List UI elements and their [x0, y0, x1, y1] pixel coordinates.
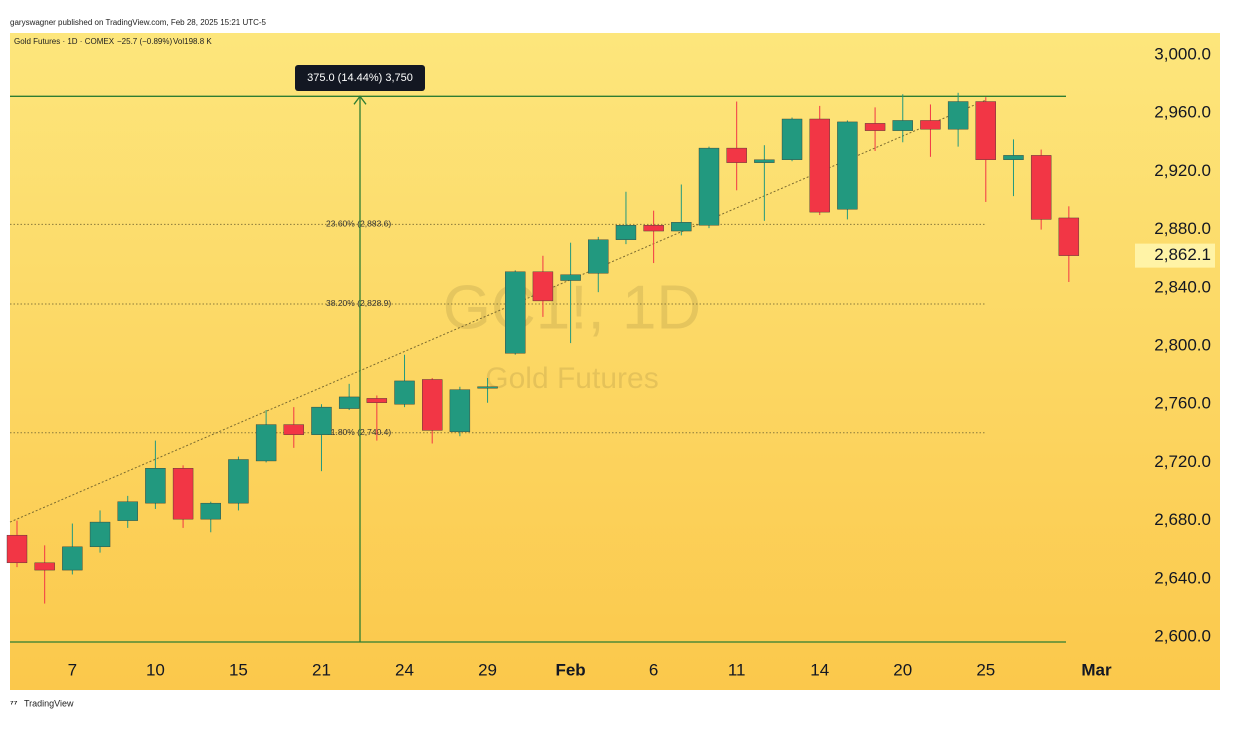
candle-body: [532, 271, 554, 302]
candle-body: [892, 120, 913, 131]
candle-body: [1058, 217, 1080, 256]
candle-body: [477, 386, 498, 389]
legend-change: −25.7 (−0.89%): [117, 37, 172, 46]
last-price-badge: [1135, 243, 1215, 268]
x-tick-label: 7: [68, 660, 77, 679]
x-tick-label: 10: [146, 660, 165, 679]
candle-body: [145, 468, 166, 504]
y-tick-label: 2,640.0: [1154, 568, 1211, 587]
x-tick-label: 24: [395, 660, 414, 679]
candle-body: [615, 225, 637, 240]
footer-logo: TradingView: [24, 698, 74, 708]
candle-body: [228, 459, 249, 504]
candle-body: [671, 222, 692, 232]
candle-body: [809, 118, 830, 213]
logo-icon: ⁷⁷: [10, 698, 18, 708]
x-tick-label: 20: [893, 660, 912, 679]
candle-body: [62, 546, 83, 571]
plot-background: [10, 33, 1220, 690]
y-tick-label: 2,800.0: [1154, 335, 1211, 354]
candle-body: [255, 424, 277, 462]
watermark-subtitle: Gold Futures: [485, 362, 658, 395]
candle-body: [1030, 155, 1052, 220]
candle-body: [311, 406, 332, 435]
measure-label: 375.0 (14.44%) 3,750: [307, 72, 413, 84]
candle-body: [422, 379, 443, 431]
x-tick-label: 21: [312, 660, 331, 679]
candle-body: [394, 380, 415, 405]
candle-body: [947, 101, 969, 130]
candle-body: [505, 271, 526, 354]
x-tick-label: Mar: [1081, 660, 1112, 679]
x-tick-label: 15: [229, 660, 248, 679]
candle-body: [781, 118, 803, 160]
y-tick-label: 2,760.0: [1154, 394, 1211, 413]
x-tick-label: 25: [976, 660, 995, 679]
candle-body: [975, 101, 996, 160]
x-tick-label: Feb: [555, 660, 585, 679]
legend-volume: Vol198.8 K: [173, 37, 212, 46]
y-tick-label: 3,000.0: [1154, 44, 1211, 63]
candle-body: [283, 424, 304, 435]
last-price-label: 2,862.1: [1154, 245, 1211, 264]
x-tick-label: 14: [810, 660, 829, 679]
attribution: garyswagner published on TradingView.com…: [10, 18, 267, 27]
fib-label: 61.80% (2,740.4): [326, 427, 391, 437]
y-tick-label: 2,960.0: [1154, 103, 1211, 122]
y-tick-label: 2,920.0: [1154, 161, 1211, 180]
y-tick-label: 2,720.0: [1154, 452, 1211, 471]
candle-body: [6, 534, 28, 564]
candle-body: [338, 396, 360, 409]
candle-body: [449, 389, 471, 433]
x-tick-label: 29: [478, 660, 497, 679]
candle-body: [366, 398, 388, 403]
y-tick-label: 2,840.0: [1154, 277, 1211, 296]
candle-body: [754, 159, 775, 163]
candle-body: [172, 468, 194, 520]
candle-body: [1003, 155, 1024, 160]
candle-body: [920, 120, 941, 130]
fib-label: 38.20% (2,828.9): [326, 298, 391, 308]
legend-symbol: Gold Futures · 1D · COMEX: [14, 37, 115, 46]
y-tick-label: 2,680.0: [1154, 510, 1211, 529]
candle-body: [560, 274, 581, 281]
measure-arrowhead: [353, 95, 367, 105]
candle-body: [726, 147, 747, 163]
x-tick-label: 6: [649, 660, 658, 679]
candle-body: [837, 121, 858, 210]
measure-box: [295, 65, 425, 91]
x-tick-label: 11: [728, 660, 746, 679]
candle-body: [89, 521, 111, 548]
y-tick-label: 2,880.0: [1154, 219, 1211, 238]
candle-body: [200, 502, 221, 520]
candle-body: [117, 501, 138, 521]
watermark: GC1!, 1D: [443, 273, 701, 342]
candle-body: [588, 239, 609, 274]
fib-label: 23.60% (2,883.6): [326, 219, 391, 229]
candle-body: [643, 225, 664, 232]
y-tick-label: 2,600.0: [1154, 627, 1211, 646]
candle-body: [34, 562, 55, 571]
candle-body: [864, 123, 886, 131]
candle-body: [698, 147, 720, 226]
